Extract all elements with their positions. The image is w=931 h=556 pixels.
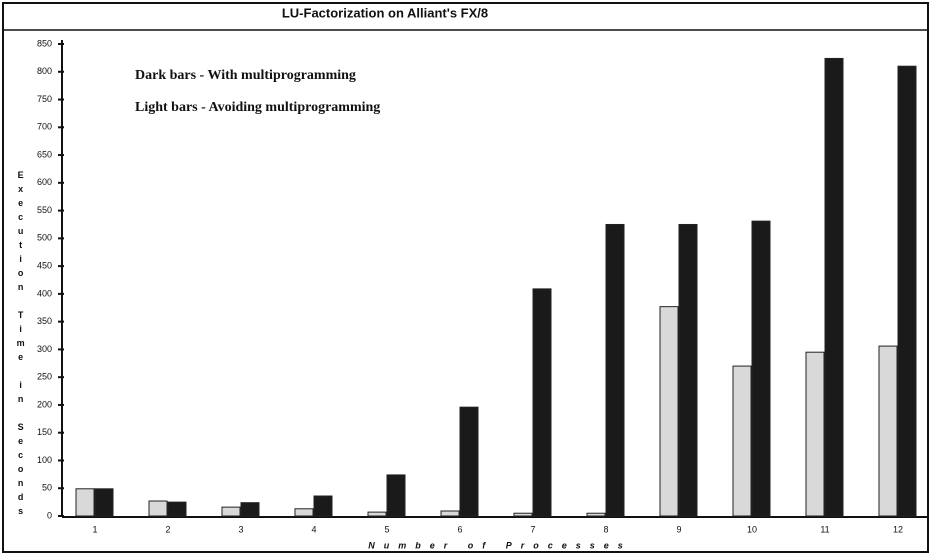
x-tick-label: 12 [893, 524, 903, 534]
bar [440, 510, 460, 517]
y-tick-label: 100 [37, 455, 52, 465]
y-tick-label: 450 [37, 260, 52, 270]
bar [94, 488, 114, 517]
x-tick-label: 6 [457, 524, 462, 534]
x-tick-label: 9 [676, 524, 681, 534]
legend-entry: Dark bars - With multiprogramming [135, 68, 356, 83]
y-tick-label: 500 [37, 233, 52, 243]
y-tick-label: 600 [37, 177, 52, 187]
x-tick-label: 2 [165, 524, 170, 534]
x-tick-label: 10 [747, 524, 757, 534]
bar [751, 220, 771, 517]
y-tick-label: 150 [37, 427, 52, 437]
bar [313, 495, 333, 517]
bar [805, 351, 825, 517]
x-tick-label: 4 [311, 524, 316, 534]
bar [294, 508, 314, 517]
bar [167, 501, 187, 517]
bar [824, 57, 844, 517]
bar [386, 474, 406, 517]
bar [878, 345, 898, 517]
bar [586, 512, 606, 517]
bar [532, 288, 552, 517]
bar [240, 502, 260, 517]
y-tick-label: 50 [42, 483, 52, 493]
bar [897, 65, 917, 517]
bar [605, 223, 625, 517]
x-tick-label: 1 [92, 524, 97, 534]
bar [221, 506, 241, 517]
y-axis-label: Execution Time in Seconds [16, 170, 26, 520]
y-tick-label: 300 [37, 344, 52, 354]
bar [678, 223, 698, 517]
bar [75, 488, 95, 517]
x-tick-label: 7 [530, 524, 535, 534]
legend-entry: Light bars - Avoiding multiprogramming [135, 100, 380, 115]
y-tick-label: 550 [37, 205, 52, 215]
y-tick-label: 250 [37, 372, 52, 382]
x-tick-label: 3 [238, 524, 243, 534]
x-tick-label: 5 [384, 524, 389, 534]
x-tick-label: 8 [603, 524, 608, 534]
y-tick-label: 700 [37, 122, 52, 132]
y-tick-label: 350 [37, 316, 52, 326]
bar [732, 365, 752, 517]
y-tick-label: 850 [37, 38, 52, 48]
y-tick-label: 200 [37, 399, 52, 409]
x-tick-label: 11 [820, 524, 829, 534]
y-tick-label: 800 [37, 66, 52, 76]
y-tick-label: 400 [37, 288, 52, 298]
y-tick-label: 750 [37, 94, 52, 104]
chart-title: LU-Factorization on Alliant's FX/8 [282, 5, 488, 20]
bar [148, 500, 168, 517]
y-tick-label: 0 [47, 510, 52, 520]
bar [659, 306, 679, 517]
bar [367, 511, 387, 517]
bar [513, 512, 533, 517]
x-axis-label: Number of Processes [368, 540, 632, 550]
y-tick-label: 650 [37, 149, 52, 159]
bar [459, 406, 479, 517]
